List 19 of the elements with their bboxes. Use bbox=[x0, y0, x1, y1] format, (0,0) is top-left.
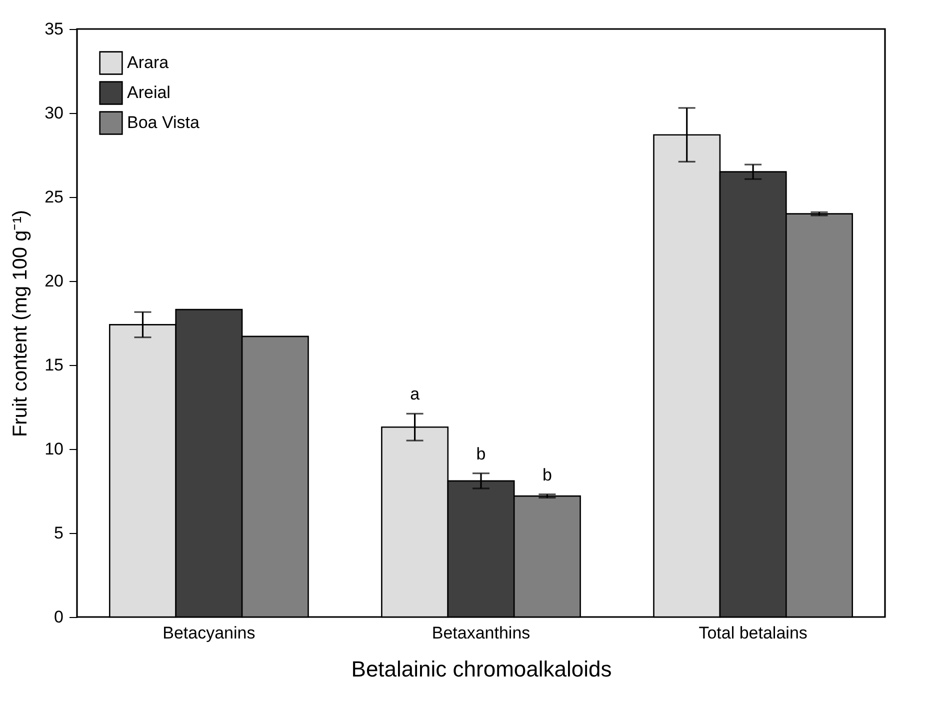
y-tick-label: 35 bbox=[44, 20, 64, 38]
annotation: a bbox=[410, 384, 420, 404]
x-tick-label: Betacyanins bbox=[162, 624, 256, 642]
legend-label: Boa Vista bbox=[127, 113, 200, 132]
y-tick-label: 15 bbox=[44, 356, 64, 374]
y-tick-label: 0 bbox=[54, 608, 64, 626]
y-tick-label: 10 bbox=[44, 440, 64, 458]
y-tick-label: 20 bbox=[44, 272, 64, 290]
y-tick-label: 5 bbox=[54, 524, 64, 542]
annotation: b bbox=[542, 465, 552, 484]
y-tick-label: 25 bbox=[44, 188, 64, 206]
x-tick-label: Total betalains bbox=[698, 624, 808, 642]
y-axis-title: Fruit content (mg 100 g⁻¹) bbox=[10, 210, 32, 438]
legend-label: Arara bbox=[127, 53, 170, 72]
x-tick-label: Betaxanthins bbox=[432, 624, 530, 642]
legend-label: Areial bbox=[127, 83, 170, 102]
x-axis-title: Betalainic chromoalkaloids bbox=[351, 656, 612, 682]
y-tick-label: 30 bbox=[44, 104, 64, 122]
annotation: b bbox=[476, 444, 486, 464]
